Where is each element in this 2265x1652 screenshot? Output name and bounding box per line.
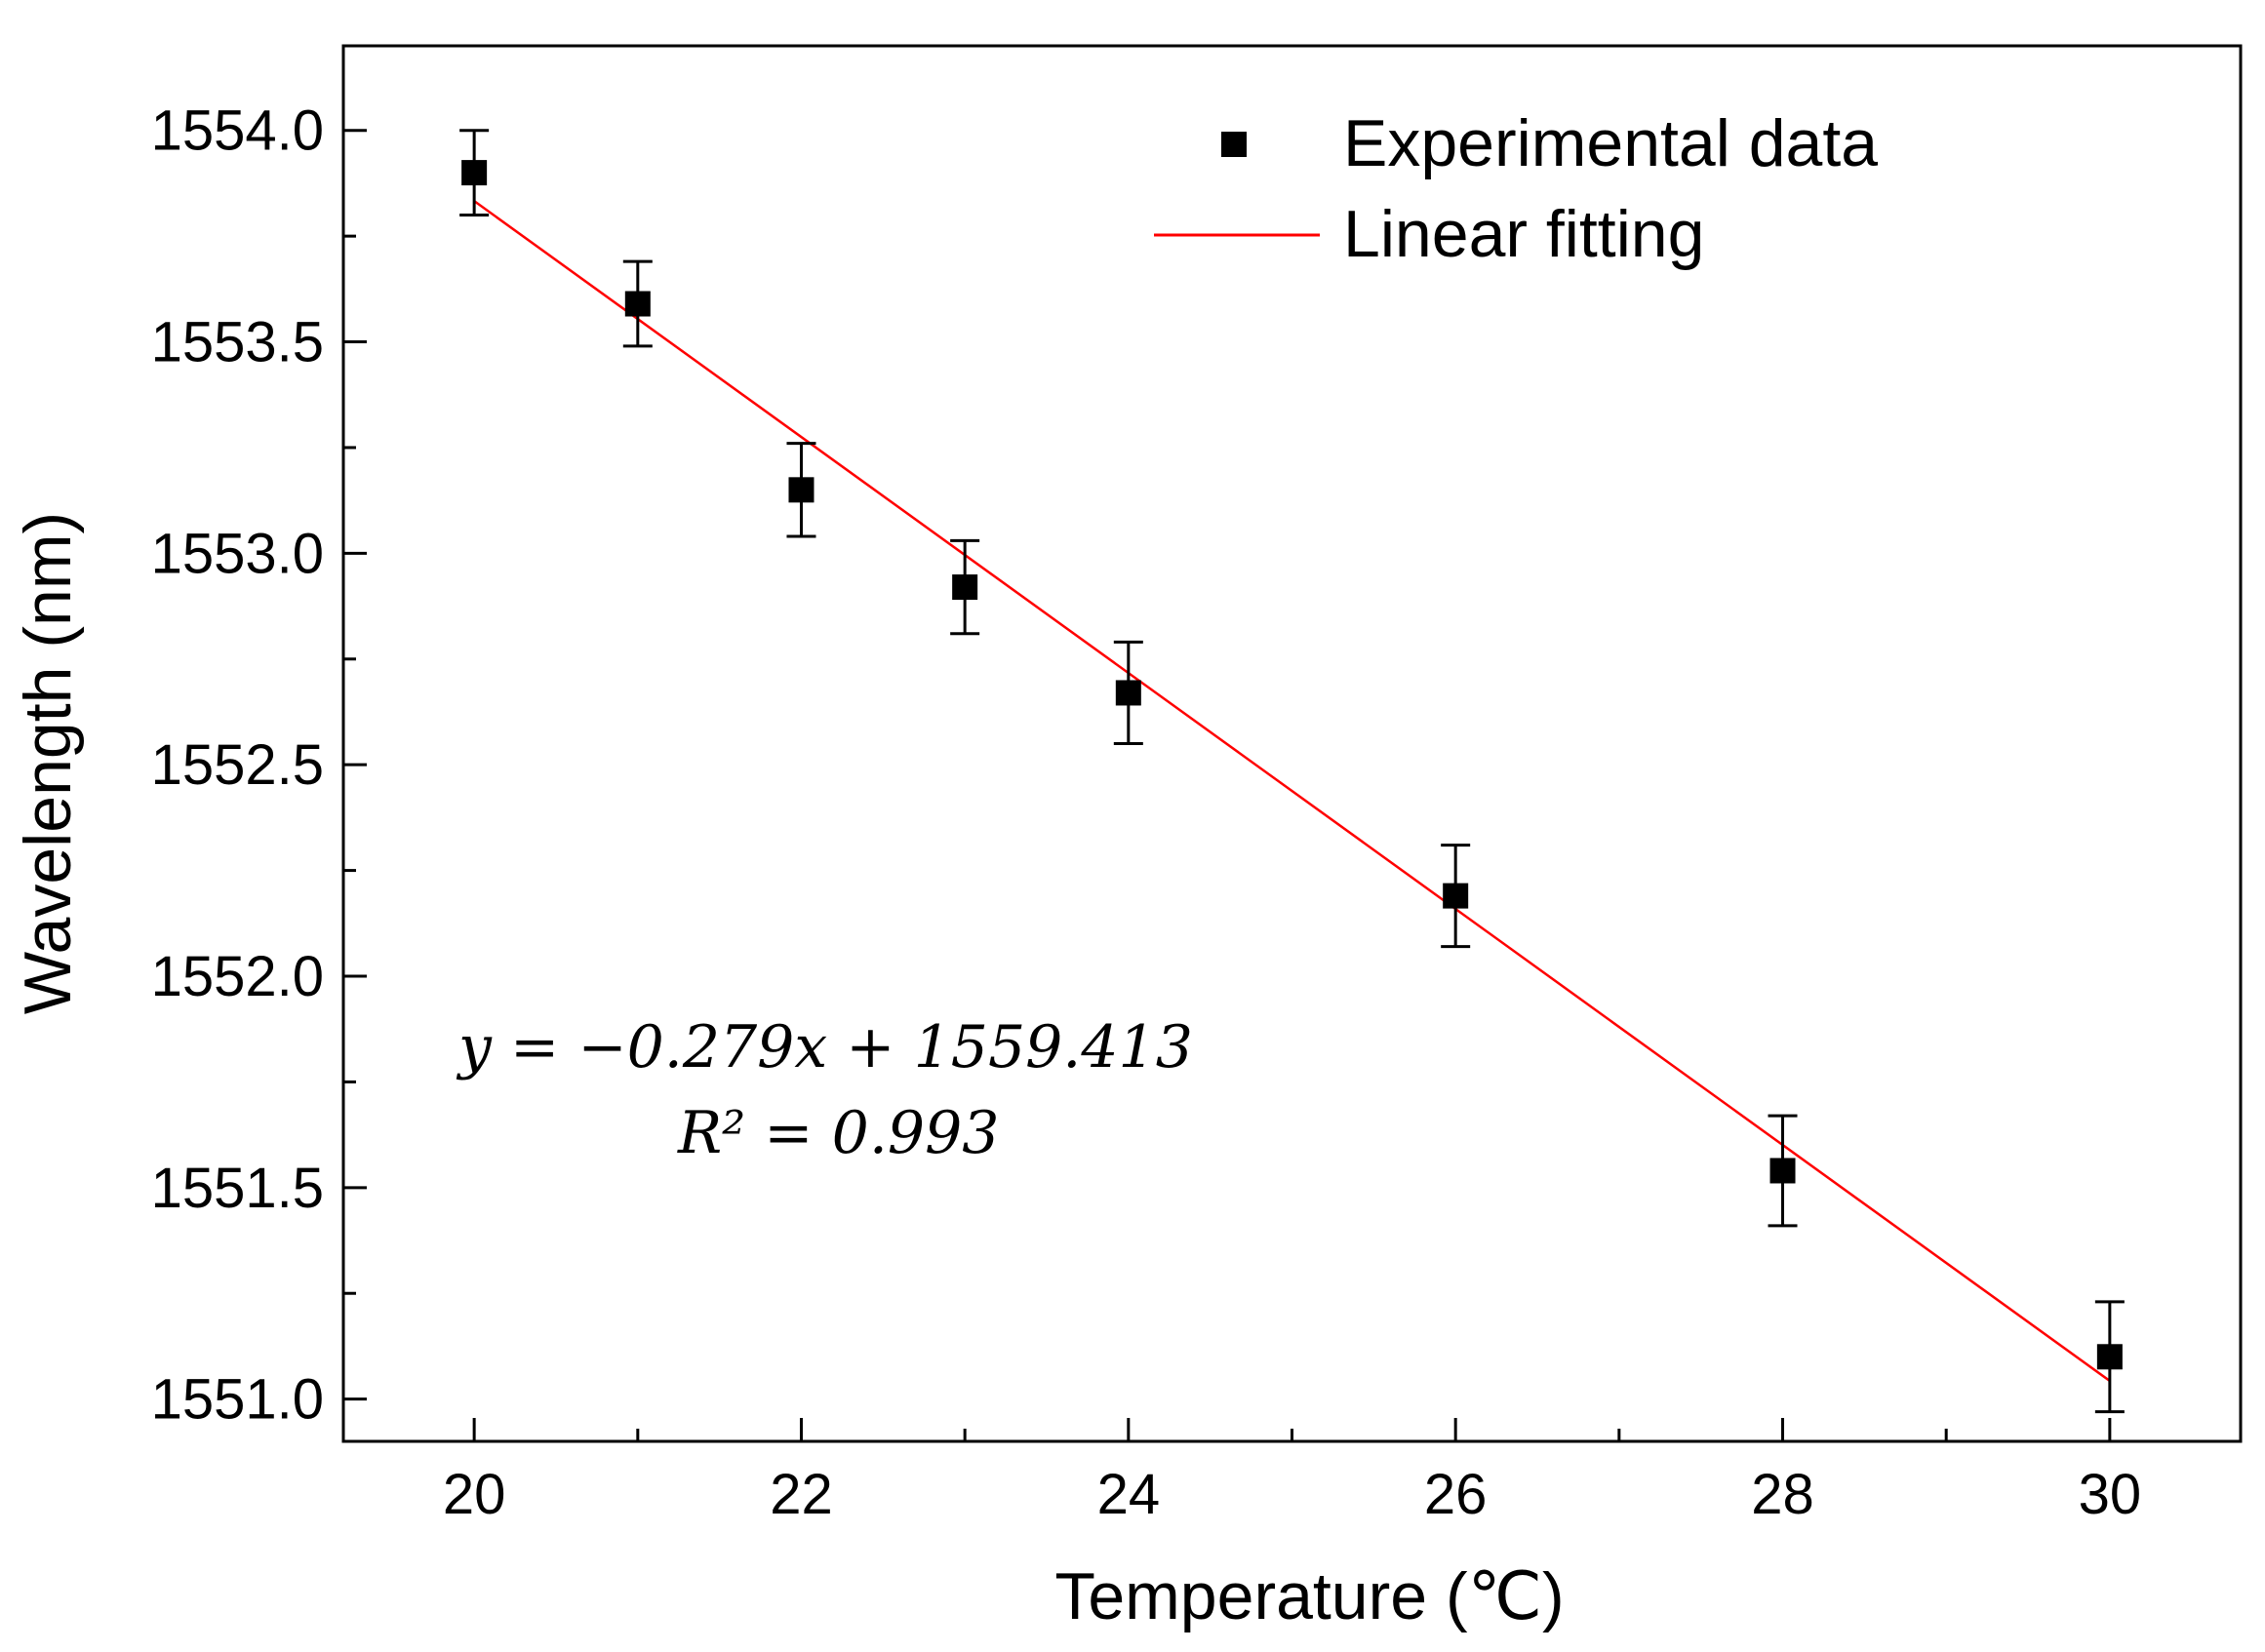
legend: Experimental data Linear fitting	[1154, 106, 1878, 271]
y-tick-label: 1554.0	[151, 99, 324, 163]
x-tick-label: 26	[1424, 1463, 1488, 1526]
x-tick-label: 22	[770, 1463, 833, 1526]
fit-line	[473, 200, 2111, 1383]
r-squared: R² = 0.993	[677, 1099, 999, 1167]
data-point	[1115, 680, 1141, 706]
data-point	[624, 291, 651, 317]
y-axis-label: Wavelength (nm)	[11, 512, 85, 1014]
axis-label-layer: Temperature (℃) Wavelength (nm)	[11, 512, 1565, 1633]
data-point	[952, 574, 978, 601]
data-point	[461, 160, 488, 186]
x-tick-label: 30	[2079, 1463, 2142, 1526]
data-point-layer	[461, 160, 2123, 1370]
legend-label-experimental: Experimental data	[1343, 106, 1878, 180]
fit-line-layer	[473, 200, 2111, 1383]
x-axis-label: Temperature (℃)	[1054, 1559, 1564, 1633]
tick-layer: 20 22 24 26 28 30 1551.0 1551.5 1552.0 1552.5 1553…	[151, 99, 2142, 1526]
y-tick-label: 1551.5	[151, 1157, 324, 1220]
y-tick-label: 1553.0	[151, 522, 324, 585]
data-point	[788, 477, 815, 503]
data-point	[1769, 1158, 1796, 1184]
legend-label-fit: Linear fitting	[1343, 197, 1704, 271]
data-point	[2096, 1344, 2123, 1370]
y-tick-label: 1551.0	[151, 1368, 324, 1432]
annotation-layer: y = −0.279x + 1559.413 R² = 0.993	[456, 1013, 1193, 1167]
x-tick-label: 20	[443, 1463, 506, 1526]
x-tick-label: 28	[1751, 1463, 1814, 1526]
legend-marker-experimental	[1221, 132, 1247, 157]
x-tick-label: 24	[1097, 1463, 1161, 1526]
data-point	[1443, 883, 1469, 909]
y-tick-label: 1552.0	[151, 945, 324, 1008]
y-tick-label: 1552.5	[151, 733, 324, 797]
fit-equation: y = −0.279x + 1559.413	[456, 1013, 1193, 1082]
y-tick-label: 1553.5	[151, 311, 324, 374]
